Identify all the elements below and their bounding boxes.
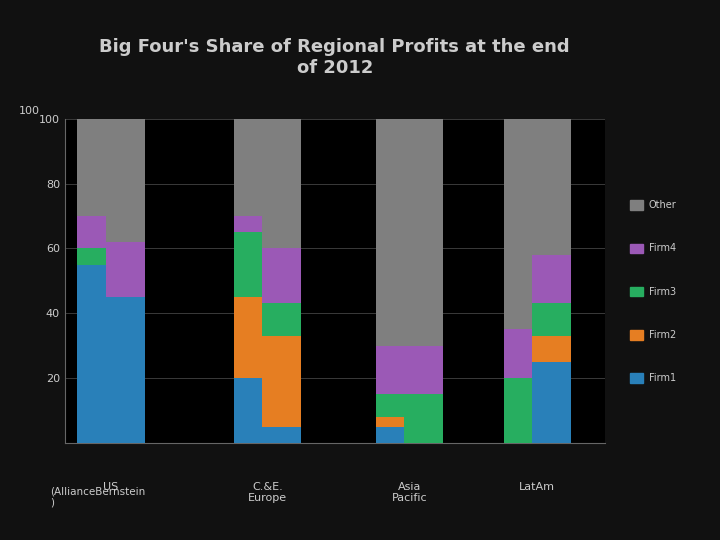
Bar xyxy=(233,378,273,443)
Bar xyxy=(106,242,145,297)
Bar xyxy=(532,303,571,336)
Bar xyxy=(262,248,301,303)
Bar xyxy=(233,297,273,378)
Bar xyxy=(532,336,571,362)
Text: Firm1: Firm1 xyxy=(649,373,676,383)
Text: US: US xyxy=(104,482,119,492)
Text: Firm3: Firm3 xyxy=(649,287,676,296)
Bar xyxy=(376,417,415,427)
Bar xyxy=(77,216,117,248)
Bar xyxy=(77,265,117,443)
Text: Firm4: Firm4 xyxy=(649,244,676,253)
Bar xyxy=(404,346,443,394)
Bar xyxy=(503,119,543,329)
Bar xyxy=(106,297,145,443)
Bar xyxy=(376,427,415,443)
Text: Big Four's Share of Regional Profits at the end
of 2012: Big Four's Share of Regional Profits at … xyxy=(99,38,570,77)
Bar xyxy=(376,394,415,417)
Bar xyxy=(404,119,443,346)
Bar xyxy=(77,119,117,216)
Bar xyxy=(262,336,301,427)
Bar xyxy=(376,346,415,394)
Text: LatAm: LatAm xyxy=(519,482,555,492)
Bar xyxy=(233,119,273,216)
Bar xyxy=(532,119,571,255)
Bar xyxy=(106,119,145,242)
Text: Firm2: Firm2 xyxy=(649,330,676,340)
Bar xyxy=(233,216,273,232)
Text: Other: Other xyxy=(649,200,677,210)
Bar xyxy=(77,248,117,265)
Text: 100: 100 xyxy=(19,106,40,116)
Bar xyxy=(376,119,415,346)
Text: Asia
Pacific: Asia Pacific xyxy=(392,482,427,503)
Bar xyxy=(233,232,273,297)
Bar xyxy=(503,378,543,443)
Bar xyxy=(262,427,301,443)
Bar xyxy=(532,362,571,443)
Text: (AllianceBernstein
): (AllianceBernstein ) xyxy=(50,486,145,508)
Text: C.&E.
Europe: C.&E. Europe xyxy=(248,482,287,503)
Bar xyxy=(262,303,301,336)
Bar xyxy=(404,394,443,443)
Bar xyxy=(532,255,571,303)
Bar xyxy=(503,329,543,378)
Bar xyxy=(262,119,301,248)
